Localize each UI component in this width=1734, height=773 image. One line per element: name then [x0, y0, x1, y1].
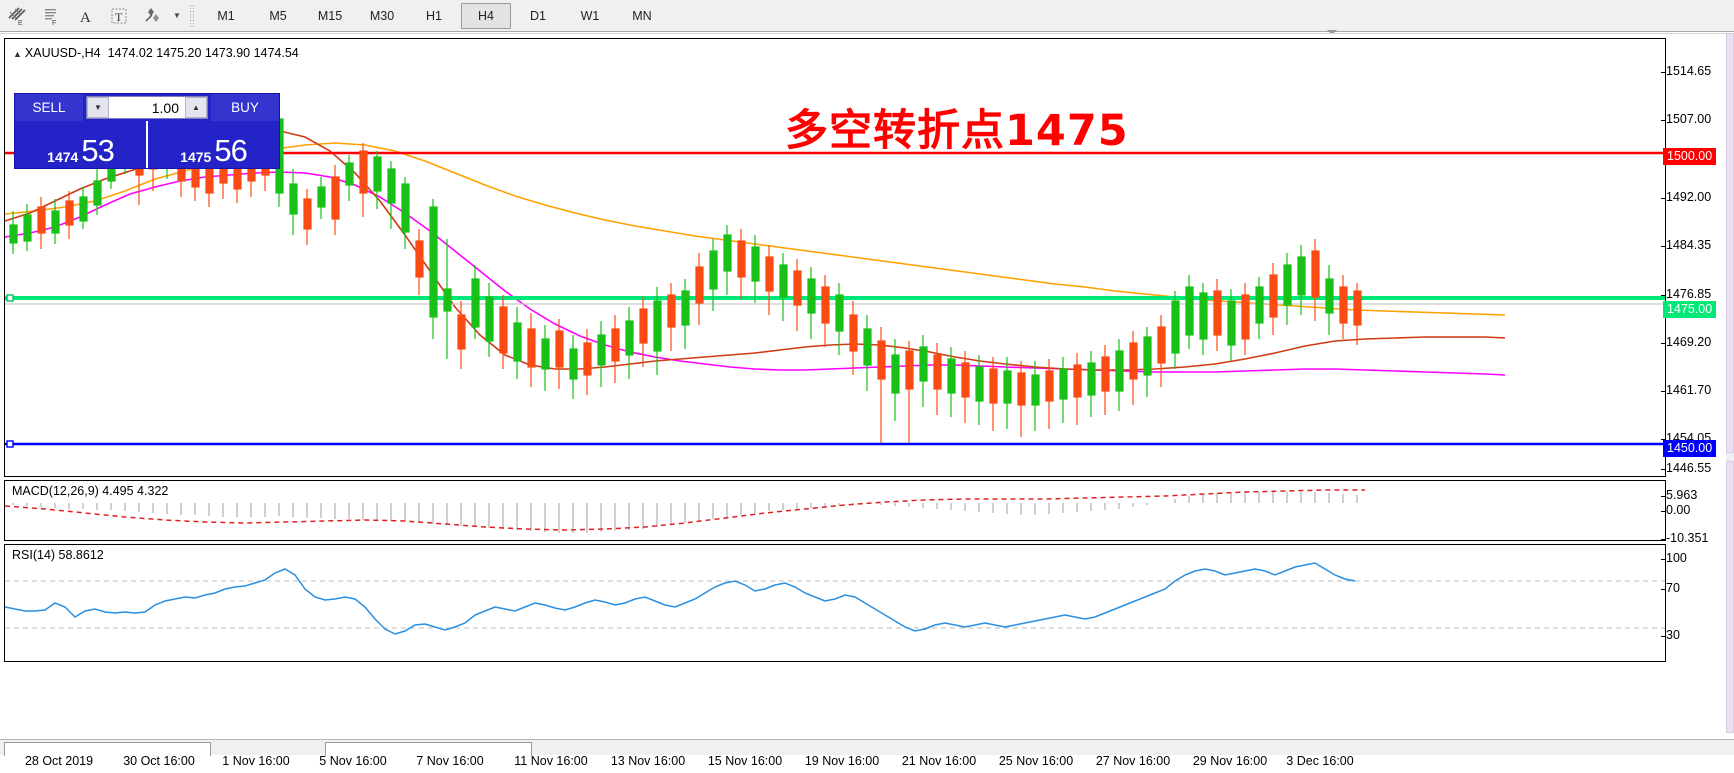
ask-price-prefix: 1475	[180, 149, 212, 165]
period-mn[interactable]: MN	[632, 8, 652, 23]
scrollbar-thumb-upper[interactable]	[1726, 33, 1734, 453]
toolbar-divider	[189, 3, 195, 28]
time-tick: 3 Dec 16:00	[1286, 750, 1354, 768]
rsi-plot	[4, 562, 1665, 635]
rsi-scale-70: 70	[1661, 581, 1680, 595]
ask-price-cell[interactable]: 1475 56	[146, 121, 279, 168]
one-click-trading-panel[interactable]: SELL ▼ 1.00 ▲ BUY 1474 53 1475 56	[14, 93, 280, 169]
macd-plot	[4, 489, 1365, 533]
volume-increase-icon[interactable]: ▲	[185, 97, 207, 118]
bid-price-cell[interactable]: 1474 53	[15, 121, 146, 168]
price-tag-1500[interactable]: 1500.00	[1663, 148, 1717, 165]
macd-scale-zero: 0.00	[1660, 503, 1691, 517]
svg-text:F: F	[52, 20, 56, 27]
price-tick: 1492.00	[1660, 190, 1712, 204]
bottom-tab-strip[interactable]	[0, 739, 1734, 756]
period-m1[interactable]: M1	[217, 8, 235, 23]
period-h1[interactable]: H1	[426, 8, 442, 23]
time-tick: 19 Nov 16:00	[804, 750, 880, 768]
macd-scale-max: 5.963	[1660, 488, 1698, 502]
candlestick-series	[9, 113, 1362, 443]
trade-controls-row: SELL ▼ 1.00 ▲ BUY	[15, 94, 279, 121]
time-tick: 15 Nov 16:00	[707, 750, 783, 768]
time-tick: 1 Nov 16:00	[222, 750, 290, 768]
macd-scale-min: -10.351	[1660, 531, 1709, 545]
price-tick: 1446.55	[1660, 461, 1712, 475]
rsi-line	[4, 562, 1356, 635]
time-tick: 28 Oct 2019	[24, 750, 94, 768]
period-d1[interactable]: D1	[530, 8, 546, 23]
volume-input[interactable]: 1.00	[151, 99, 179, 116]
buy-button[interactable]: BUY	[211, 94, 279, 121]
price-tick: 1476.85	[1660, 287, 1712, 301]
price-tick: 1514.65	[1660, 64, 1712, 78]
ask-price-pips: 56	[214, 133, 247, 168]
text-box-icon[interactable]: T	[103, 2, 135, 29]
sell-button[interactable]: SELL	[15, 94, 83, 121]
vertical-scrollbar[interactable]	[1726, 33, 1734, 733]
chart-area[interactable]: ▲ XAUUSD-,H4 1474.02 1475.20 1473.90 1474…	[0, 33, 1734, 768]
time-tick: 27 Nov 16:00	[1095, 750, 1171, 768]
text-label-icon[interactable]: A	[69, 2, 101, 29]
time-tick: 30 Oct 16:00	[123, 750, 195, 768]
scroll-notch-icon	[1327, 30, 1337, 35]
symbol-header: ▲ XAUUSD-,H4 1474.02 1475.20 1473.90 1474…	[13, 46, 299, 60]
level-1450-handle	[6, 440, 14, 448]
quote-row: 1474 53 1475 56	[15, 121, 279, 168]
bid-price-prefix: 1474	[47, 149, 79, 165]
svg-text:T: T	[115, 10, 123, 24]
rsi-scale-30: 30	[1661, 628, 1680, 642]
chevron-down-icon[interactable]: ▼	[173, 11, 181, 20]
price-axis[interactable]: 1514.65 1507.00 1500.00 1492.00 1484.35 …	[1660, 38, 1734, 662]
macd-signal-line	[4, 489, 1365, 531]
time-tick: 25 Nov 16:00	[998, 750, 1074, 768]
ma-magenta-line	[4, 171, 1506, 376]
period-w1[interactable]: W1	[580, 8, 600, 23]
rsi-label: RSI(14) 58.8612	[12, 548, 104, 562]
symbol-label: XAUUSD-,H4	[24, 46, 101, 60]
rsi-pane[interactable]: RSI(14) 58.8612	[4, 544, 1666, 662]
bid-price-pips: 53	[81, 133, 114, 168]
time-tick: 5 Nov 16:00	[319, 750, 387, 768]
time-tick: 7 Nov 16:00	[416, 750, 484, 768]
objects-icon[interactable]	[137, 2, 169, 29]
period-m15[interactable]: M15	[317, 8, 343, 23]
bottom-tab[interactable]	[4, 742, 211, 756]
rsi-scale-100: 100	[1661, 551, 1687, 565]
volume-stepper[interactable]: ▼ 1.00 ▲	[86, 96, 208, 119]
time-tick: 21 Nov 16:00	[901, 750, 977, 768]
scrollbar-thumb-lower[interactable]	[1726, 461, 1734, 733]
macd-pane[interactable]: MACD(12,26,9) 4.495 4.322	[4, 480, 1666, 541]
time-tick: 29 Nov 16:00	[1192, 750, 1268, 768]
level-1475-handle	[6, 294, 14, 302]
chart-annotation-text[interactable]: 多空转折点1475	[785, 106, 1129, 156]
svg-text:E: E	[18, 20, 23, 27]
period-h4[interactable]: H4	[461, 2, 511, 29]
price-tag-1475[interactable]: 1475.00	[1663, 301, 1717, 318]
volume-decrease-icon[interactable]: ▼	[87, 97, 109, 118]
bottom-tab[interactable]	[325, 742, 532, 756]
price-tick: 1507.00	[1660, 112, 1712, 126]
templates-icon[interactable]: F	[35, 2, 67, 29]
price-tag-1450[interactable]: 1450.00	[1663, 440, 1717, 457]
indicators-icon[interactable]: E	[1, 2, 33, 29]
price-pane[interactable]: ▲ XAUUSD-,H4 1474.02 1475.20 1473.90 1474…	[4, 38, 1666, 477]
ohlc-values: 1474.02 1475.20 1473.90 1474.54	[107, 46, 299, 60]
price-tick: 1461.70	[1660, 383, 1712, 397]
time-tick: 11 Nov 16:00	[514, 750, 588, 768]
main-toolbar: E F A T	[0, 0, 1734, 32]
price-tick: 1469.20	[1660, 335, 1712, 349]
macd-histogram	[12, 492, 1358, 533]
period-m30[interactable]: M30	[369, 8, 395, 23]
period-m5[interactable]: M5	[269, 8, 287, 23]
macd-label: MACD(12,26,9) 4.495 4.322	[12, 484, 169, 498]
collapse-arrow-icon[interactable]: ▲	[13, 49, 22, 59]
price-plot	[4, 113, 1665, 448]
price-tick: 1484.35	[1660, 238, 1712, 252]
time-tick: 13 Nov 16:00	[610, 750, 686, 768]
svg-text:A: A	[80, 10, 91, 26]
